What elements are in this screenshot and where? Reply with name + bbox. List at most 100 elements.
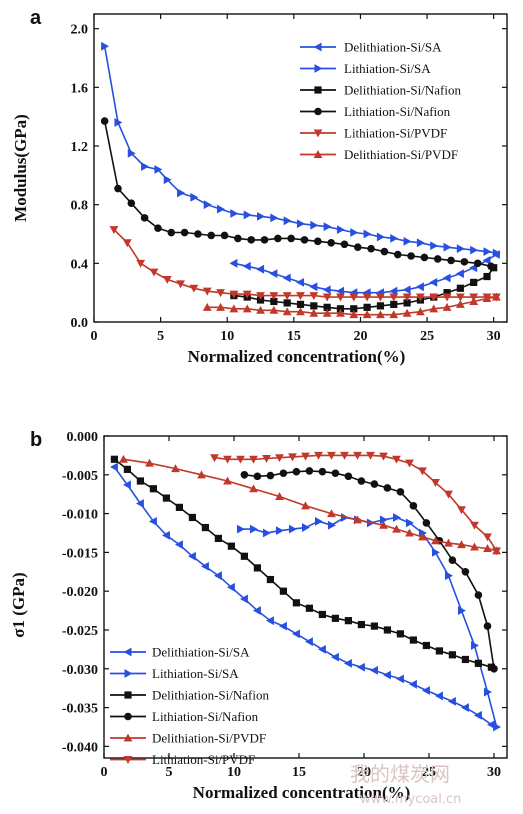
data-point xyxy=(234,234,242,243)
x-tick-label: 20 xyxy=(353,329,367,344)
data-point xyxy=(336,308,345,317)
chart-a: a 0 5 10 15 20 25 30 0.0 0.4 0.8 1.2 1.6 2.0 Normalize… xyxy=(11,7,508,366)
data-point xyxy=(180,228,189,237)
data-point xyxy=(296,300,305,308)
data-point xyxy=(101,41,110,51)
data-point xyxy=(210,454,219,463)
legend-item-delithiation-si-pvdf: Delithiation-Si/PVDF xyxy=(300,147,458,162)
data-point xyxy=(236,455,245,464)
data-point xyxy=(123,465,131,473)
data-point xyxy=(253,606,261,615)
legend-item-delithiation-si-pvdf: Delithiation-Si/PVDF xyxy=(110,731,266,746)
x-tick-label: 15 xyxy=(292,765,306,780)
data-point xyxy=(323,222,332,232)
data-point xyxy=(314,237,322,246)
data-point xyxy=(188,551,196,561)
data-point xyxy=(344,617,352,625)
data-point xyxy=(402,308,412,317)
data-point xyxy=(390,300,398,308)
legend-item-delithiation-si-sa: Delithiation-Si/SA xyxy=(300,40,442,55)
data-point xyxy=(282,307,292,316)
data-point xyxy=(405,528,414,537)
data-point xyxy=(407,252,415,260)
x-tick-label: 5 xyxy=(166,765,173,780)
y-tick-label: -0.020 xyxy=(62,585,98,600)
data-point xyxy=(492,547,501,556)
y-tick-label: -0.030 xyxy=(62,663,98,678)
data-point xyxy=(483,247,492,256)
data-point xyxy=(336,225,345,234)
legend-item-delithiation-si-sa: Delithiation-Si/SA xyxy=(110,645,250,660)
data-point xyxy=(154,224,162,232)
data-point xyxy=(456,284,464,292)
legend-label: Delithiation-Si/PVDF xyxy=(344,147,458,162)
data-point xyxy=(309,292,319,300)
data-point xyxy=(162,494,170,502)
data-point xyxy=(100,117,109,125)
data-point xyxy=(216,289,225,298)
data-point xyxy=(396,630,404,638)
data-point xyxy=(249,484,258,493)
legend-item-lithiation-si-nafion: Lithiation-Si/Nafion xyxy=(300,104,451,119)
y-tick-label: -0.025 xyxy=(62,624,98,639)
series-line xyxy=(113,458,492,668)
data-point xyxy=(353,243,362,251)
legend-marker xyxy=(314,107,322,116)
legend-marker xyxy=(124,669,133,678)
y-tick-label: 0.0 xyxy=(71,316,89,331)
panel-letter: a xyxy=(30,7,42,29)
data-point xyxy=(279,587,287,595)
data-point xyxy=(269,292,279,300)
data-point xyxy=(296,219,305,229)
data-point xyxy=(482,256,491,265)
x-tick-label: 15 xyxy=(287,329,301,344)
data-point xyxy=(194,230,202,238)
data-point xyxy=(340,451,349,460)
y-axis-title: σ1 (GPa) xyxy=(9,572,28,637)
data-point xyxy=(470,245,479,255)
data-point xyxy=(176,280,185,289)
data-point xyxy=(327,520,336,530)
legend-label: Lithiation-Si/Nafion xyxy=(152,709,259,724)
data-point xyxy=(136,259,146,268)
data-point xyxy=(380,247,389,256)
y-tick-label: -0.010 xyxy=(62,508,98,523)
data-point xyxy=(256,264,265,274)
legend-label: Lithiation-Si/SA xyxy=(152,666,239,681)
data-point xyxy=(296,307,305,316)
data-point xyxy=(448,651,456,659)
data-point xyxy=(402,285,411,295)
data-point xyxy=(435,647,443,655)
series-line xyxy=(214,454,498,552)
data-point xyxy=(474,710,482,720)
legend-item-lithiation-si-sa: Lithiation-Si/SA xyxy=(110,666,239,681)
data-point xyxy=(175,540,183,550)
data-point xyxy=(363,303,371,311)
data-point xyxy=(301,523,310,532)
data-point xyxy=(491,292,501,301)
data-point xyxy=(262,528,271,538)
data-point xyxy=(323,303,331,311)
data-point xyxy=(460,258,469,266)
series-lithiation-si-nafion xyxy=(100,117,495,271)
plot-frame xyxy=(93,13,508,323)
panel-letter: b xyxy=(30,429,42,451)
data-point xyxy=(470,542,479,551)
legend-label: Delithiation-Si/SA xyxy=(152,645,250,660)
data-point xyxy=(444,490,453,499)
data-point xyxy=(202,287,212,296)
x-tick-label: 5 xyxy=(157,329,164,344)
data-point xyxy=(275,526,284,536)
series-delithiation-si-pvdf xyxy=(202,292,501,319)
data-point xyxy=(283,299,291,307)
data-point xyxy=(487,262,495,271)
y-tick-label: 0.4 xyxy=(71,257,89,272)
data-point xyxy=(260,236,269,244)
data-point xyxy=(266,471,275,480)
data-point xyxy=(418,528,427,538)
x-tick-label: 10 xyxy=(227,765,241,780)
data-point xyxy=(429,304,439,313)
data-point xyxy=(217,204,225,214)
data-point xyxy=(474,591,483,599)
legend: Delithiation-Si/SA Lithiation-Si/SA Delith… xyxy=(110,645,269,767)
